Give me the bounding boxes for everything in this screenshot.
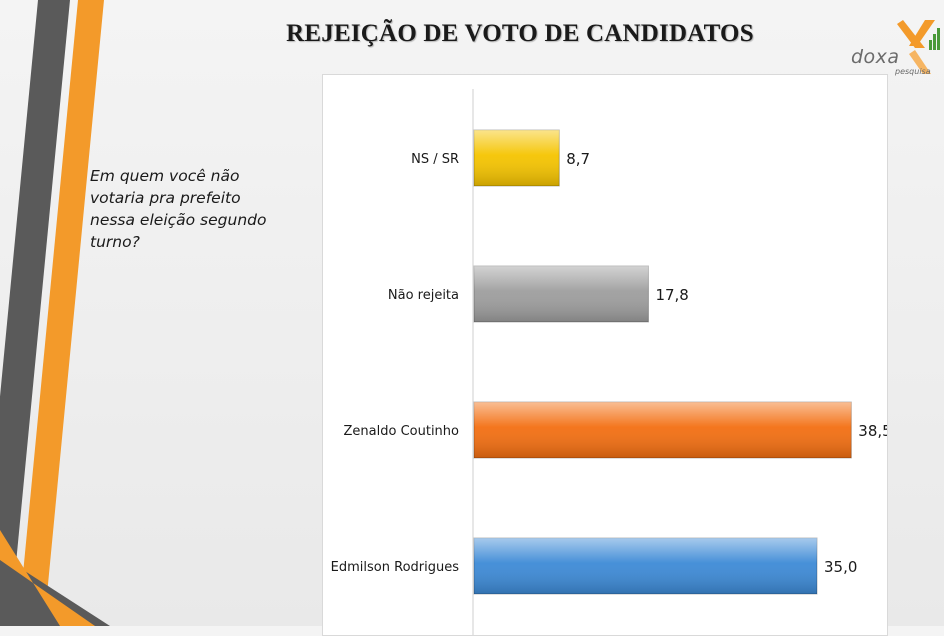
- page-title: REJEIÇÃO DE VOTO DE CANDIDATOS: [286, 20, 754, 47]
- category-label-1: Não rejeita: [388, 288, 459, 303]
- value-label-1: 17,8: [655, 286, 688, 304]
- logo-tagline: pesquisa: [895, 67, 931, 76]
- chart-panel: NS / SR 8,7 Não rejeita 17,8 Zenaldo Coutinh…: [322, 74, 888, 636]
- category-label-3: Edmilson Rodrigues: [331, 560, 460, 575]
- bar-gloss-3: [474, 538, 817, 594]
- logo-wordmark: doxa: [851, 46, 900, 68]
- bar-gloss-0: [474, 130, 560, 186]
- rejection-bar-chart: NS / SR 8,7 Não rejeita 17,8 Zenaldo Coutinh…: [331, 89, 887, 635]
- category-label-2: Zenaldo Coutinho: [344, 424, 460, 439]
- category-label-0: NS / SR: [411, 152, 459, 167]
- value-label-3: 35,0: [824, 558, 857, 576]
- bar-gloss-2: [474, 402, 852, 458]
- bar-gloss-1: [474, 266, 649, 322]
- value-label-0: 8,7: [566, 150, 590, 168]
- doxa-logo: doxa pesquisa: [845, 14, 941, 94]
- doxa-logo-mark: [897, 20, 940, 74]
- value-label-2: 38,5: [858, 422, 887, 440]
- survey-question: Em quem você não votaria pra prefeito ne…: [90, 167, 267, 251]
